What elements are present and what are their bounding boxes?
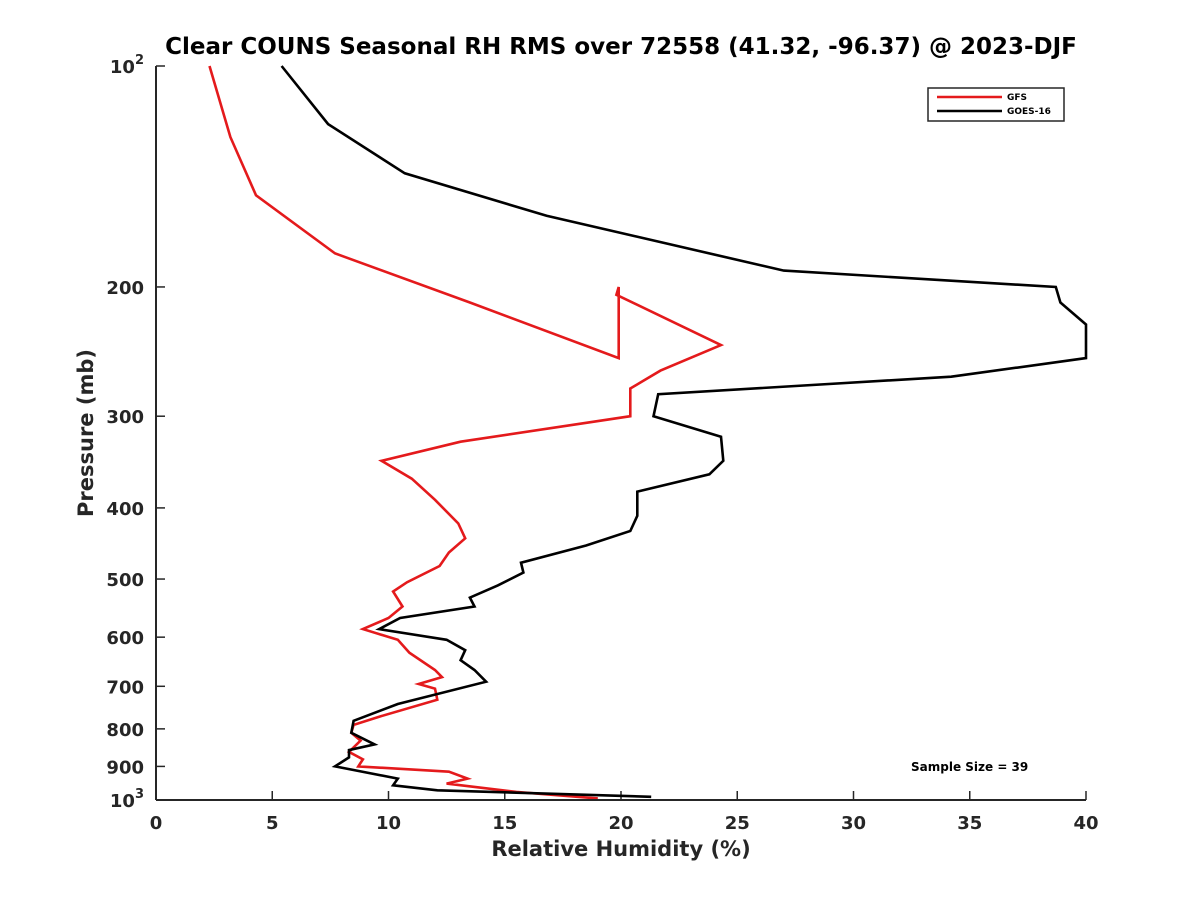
y-tick-label: 500 [106, 570, 144, 591]
x-tick-label: 35 [957, 813, 982, 834]
y-tick-label: 900 [106, 757, 144, 778]
x-axis-ticks: 0 5 10 15 20 25 30 35 40 [150, 791, 1099, 834]
sample-size-annotation: Sample Size = 39 [911, 760, 1028, 774]
legend: GFS GOES-16 [927, 87, 1065, 122]
x-tick-label: 0 [150, 813, 163, 834]
legend-box [927, 87, 1065, 122]
x-tick-label: 5 [266, 813, 279, 834]
x-tick-label: 40 [1073, 813, 1098, 834]
x-tick-label: 15 [492, 813, 517, 834]
x-tick-label: 30 [841, 813, 866, 834]
y-tick-label: 800 [106, 720, 144, 741]
y-tick-label: 700 [106, 677, 144, 698]
x-tick-label: 20 [608, 813, 633, 834]
y-tick-label: 200 [106, 278, 144, 299]
plot-area [208, 65, 1088, 800]
x-axis-label: Relative Humidity (%) [491, 837, 750, 861]
series-line-goes16 [280, 65, 1088, 799]
legend-label-goes16: GOES-16 [1007, 107, 1051, 117]
y-tick-label: 300 [106, 407, 144, 428]
y-tick-label: 600 [106, 628, 144, 649]
y-axis-label: Pressure (mb) [74, 349, 98, 517]
legend-label-gfs: GFS [1007, 93, 1027, 103]
x-tick-label: 10 [376, 813, 401, 834]
x-tick-label: 25 [725, 813, 750, 834]
chart-title: Clear COUNS Seasonal RH RMS over 72558 (… [165, 34, 1077, 60]
y-tick-label: 400 [106, 499, 144, 520]
